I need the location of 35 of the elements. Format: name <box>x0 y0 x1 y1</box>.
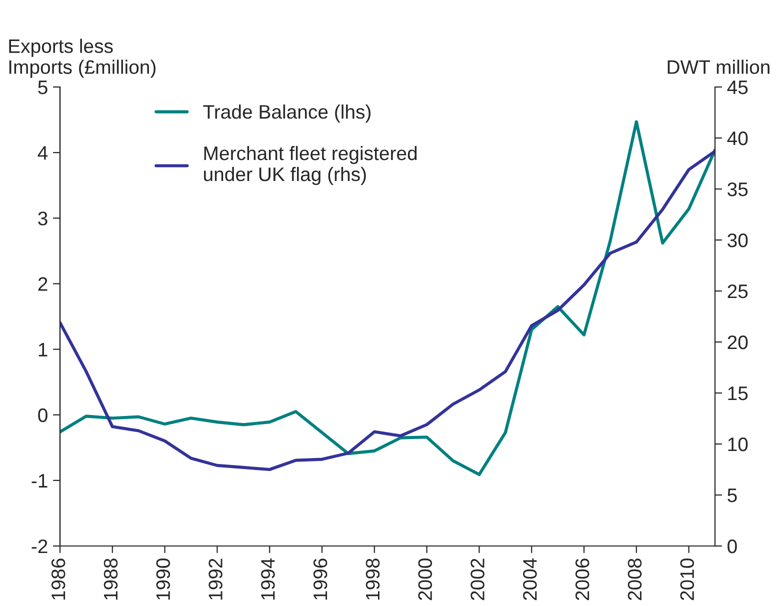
x-tick-label: 1990 <box>156 558 170 600</box>
y-tick-label: 5 <box>38 80 48 94</box>
y2-tick-label: 25 <box>728 284 748 298</box>
y2-tick-label: 45 <box>727 80 748 94</box>
x-tick-label: 2008 <box>628 558 642 600</box>
y2-tick-label: 35 <box>728 182 748 196</box>
x-tick-label: 1998 <box>366 558 380 600</box>
y-tick-label: 2 <box>38 277 48 291</box>
y2-axis-title: DWT million <box>668 60 770 74</box>
legend-label: Merchant fleet registered under UK flag (rhs) <box>204 146 417 186</box>
y-tick-label: -2 <box>32 539 48 554</box>
y-axis-title: Exports less Imports (£million) <box>9 38 156 78</box>
y2-tick-label: 0 <box>728 539 737 554</box>
y2-tick-label: 15 <box>728 386 748 400</box>
y-tick-label: 1 <box>38 342 48 356</box>
y2-tick-label: 10 <box>728 437 748 452</box>
y-tick-label: 4 <box>38 146 48 160</box>
y2-tick-label: 40 <box>727 131 748 146</box>
x-tick-label: 1994 <box>261 558 275 600</box>
x-tick-label: 1986 <box>51 558 66 600</box>
y2-tick-label: 20 <box>728 335 748 350</box>
x-tick-label: 1988 <box>104 558 118 600</box>
y2-tick-label: 5 <box>728 488 737 502</box>
x-tick-label: 1992 <box>208 558 222 600</box>
y-tick-label: -1 <box>32 474 48 488</box>
y-tick-label: 3 <box>38 212 48 226</box>
y-tick-label: 0 <box>38 408 48 422</box>
legend-label: Trade Balance (lhs) <box>203 104 371 123</box>
x-tick-label: 2010 <box>680 558 694 600</box>
x-tick-label: 1996 <box>313 558 328 600</box>
x-tick-label: 2002 <box>470 558 484 600</box>
x-tick-label: 2000 <box>418 558 432 600</box>
x-tick-label: 2006 <box>575 558 590 600</box>
x-tick-label: 2004 <box>523 558 537 600</box>
y2-tick-label: 30 <box>728 233 748 248</box>
